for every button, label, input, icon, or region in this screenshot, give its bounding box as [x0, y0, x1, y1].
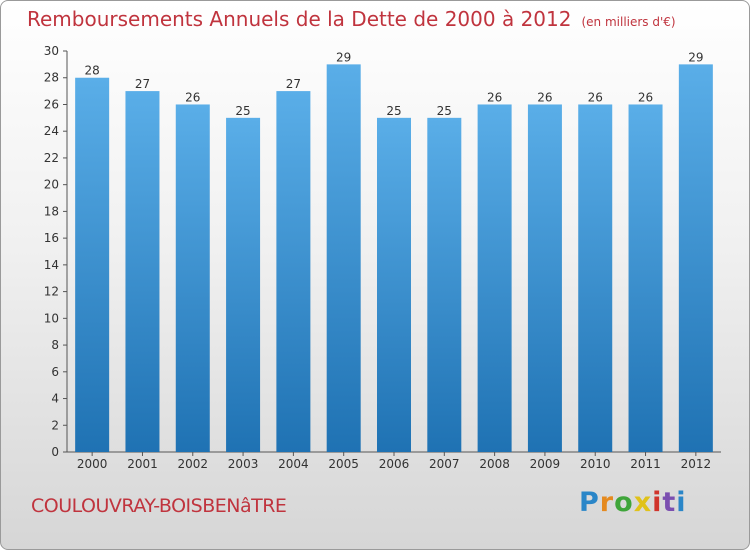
- bar-value-label: 26: [487, 90, 502, 104]
- chart-title: Remboursements Annuels de la Dette de 20…: [27, 7, 676, 31]
- bar-value-label: 27: [135, 77, 150, 91]
- proxiti-logo[interactable]: Proxiti: [579, 487, 687, 518]
- x-tick-label: 2007: [429, 457, 460, 471]
- x-tick-label: 2002: [177, 457, 208, 471]
- bar-value-label: 26: [537, 90, 552, 104]
- logo-letter: i: [652, 487, 663, 518]
- y-tick-label: 10: [44, 311, 59, 325]
- bar-value-label: 26: [185, 90, 200, 104]
- bar: [226, 117, 261, 452]
- x-tick-label: 2005: [328, 457, 359, 471]
- bar-value-label: 27: [286, 77, 301, 91]
- y-tick-label: 26: [44, 97, 59, 111]
- bar-value-label: 26: [588, 90, 603, 104]
- commune-name: COULOUVRAY-BOISBENâTRE: [31, 495, 287, 517]
- y-tick-label: 28: [44, 71, 59, 85]
- y-tick-label: 22: [44, 151, 59, 165]
- logo-letter: o: [614, 487, 634, 518]
- bar-value-label: 29: [688, 50, 703, 64]
- y-tick-label: 8: [51, 338, 59, 352]
- bar: [427, 117, 462, 452]
- bar-value-label: 25: [235, 104, 250, 118]
- bar: [678, 64, 713, 452]
- bar-value-label: 25: [386, 104, 401, 118]
- y-tick-label: 12: [44, 285, 59, 299]
- bar-value-label: 25: [437, 104, 452, 118]
- x-tick-label: 2012: [681, 457, 712, 471]
- logo-letter: i: [676, 487, 687, 518]
- x-tick-label: 2004: [278, 457, 309, 471]
- y-tick-label: 14: [44, 258, 59, 272]
- y-tick-label: 20: [44, 178, 59, 192]
- x-tick-label: 2000: [77, 457, 108, 471]
- bar: [377, 117, 411, 452]
- logo-letter: t: [662, 487, 677, 518]
- y-tick-label: 24: [44, 124, 59, 138]
- bar: [477, 104, 512, 452]
- y-tick-label: 0: [51, 445, 59, 459]
- bar: [527, 104, 562, 452]
- y-tick-label: 16: [44, 231, 59, 245]
- y-tick-label: 18: [44, 204, 59, 218]
- y-tick-label: 2: [51, 418, 59, 432]
- bar: [75, 77, 110, 452]
- y-tick-label: 4: [51, 392, 59, 406]
- bar-value-label: 26: [638, 90, 653, 104]
- bar: [175, 104, 210, 452]
- bar: [276, 91, 311, 452]
- x-tick-label: 2006: [379, 457, 410, 471]
- chart-title-text: Remboursements Annuels de la Dette de 20…: [27, 7, 572, 31]
- y-tick-label: 6: [51, 365, 59, 379]
- logo-letter: r: [599, 487, 615, 518]
- logo-letter: P: [579, 487, 600, 518]
- x-tick-label: 2003: [228, 457, 259, 471]
- x-tick-label: 2011: [630, 457, 661, 471]
- bar: [578, 104, 613, 452]
- chart-unit: (en milliers d'€): [581, 15, 676, 29]
- x-tick-label: 2008: [479, 457, 510, 471]
- chart-bars: [75, 64, 713, 452]
- logo-letter: x: [633, 487, 653, 518]
- bar-value-label: 29: [336, 50, 351, 64]
- bar: [125, 91, 160, 452]
- bar-value-label: 28: [85, 64, 100, 78]
- bar: [326, 64, 361, 452]
- x-tick-label: 2009: [530, 457, 561, 471]
- chart-labels: 2000 28 2001 27 2002 26 2003 25 2004 27 2005 29 2006…: [77, 50, 711, 471]
- x-tick-label: 2010: [580, 457, 611, 471]
- x-tick-label: 2001: [127, 457, 158, 471]
- bar: [628, 104, 663, 452]
- y-tick-label: 30: [44, 44, 59, 58]
